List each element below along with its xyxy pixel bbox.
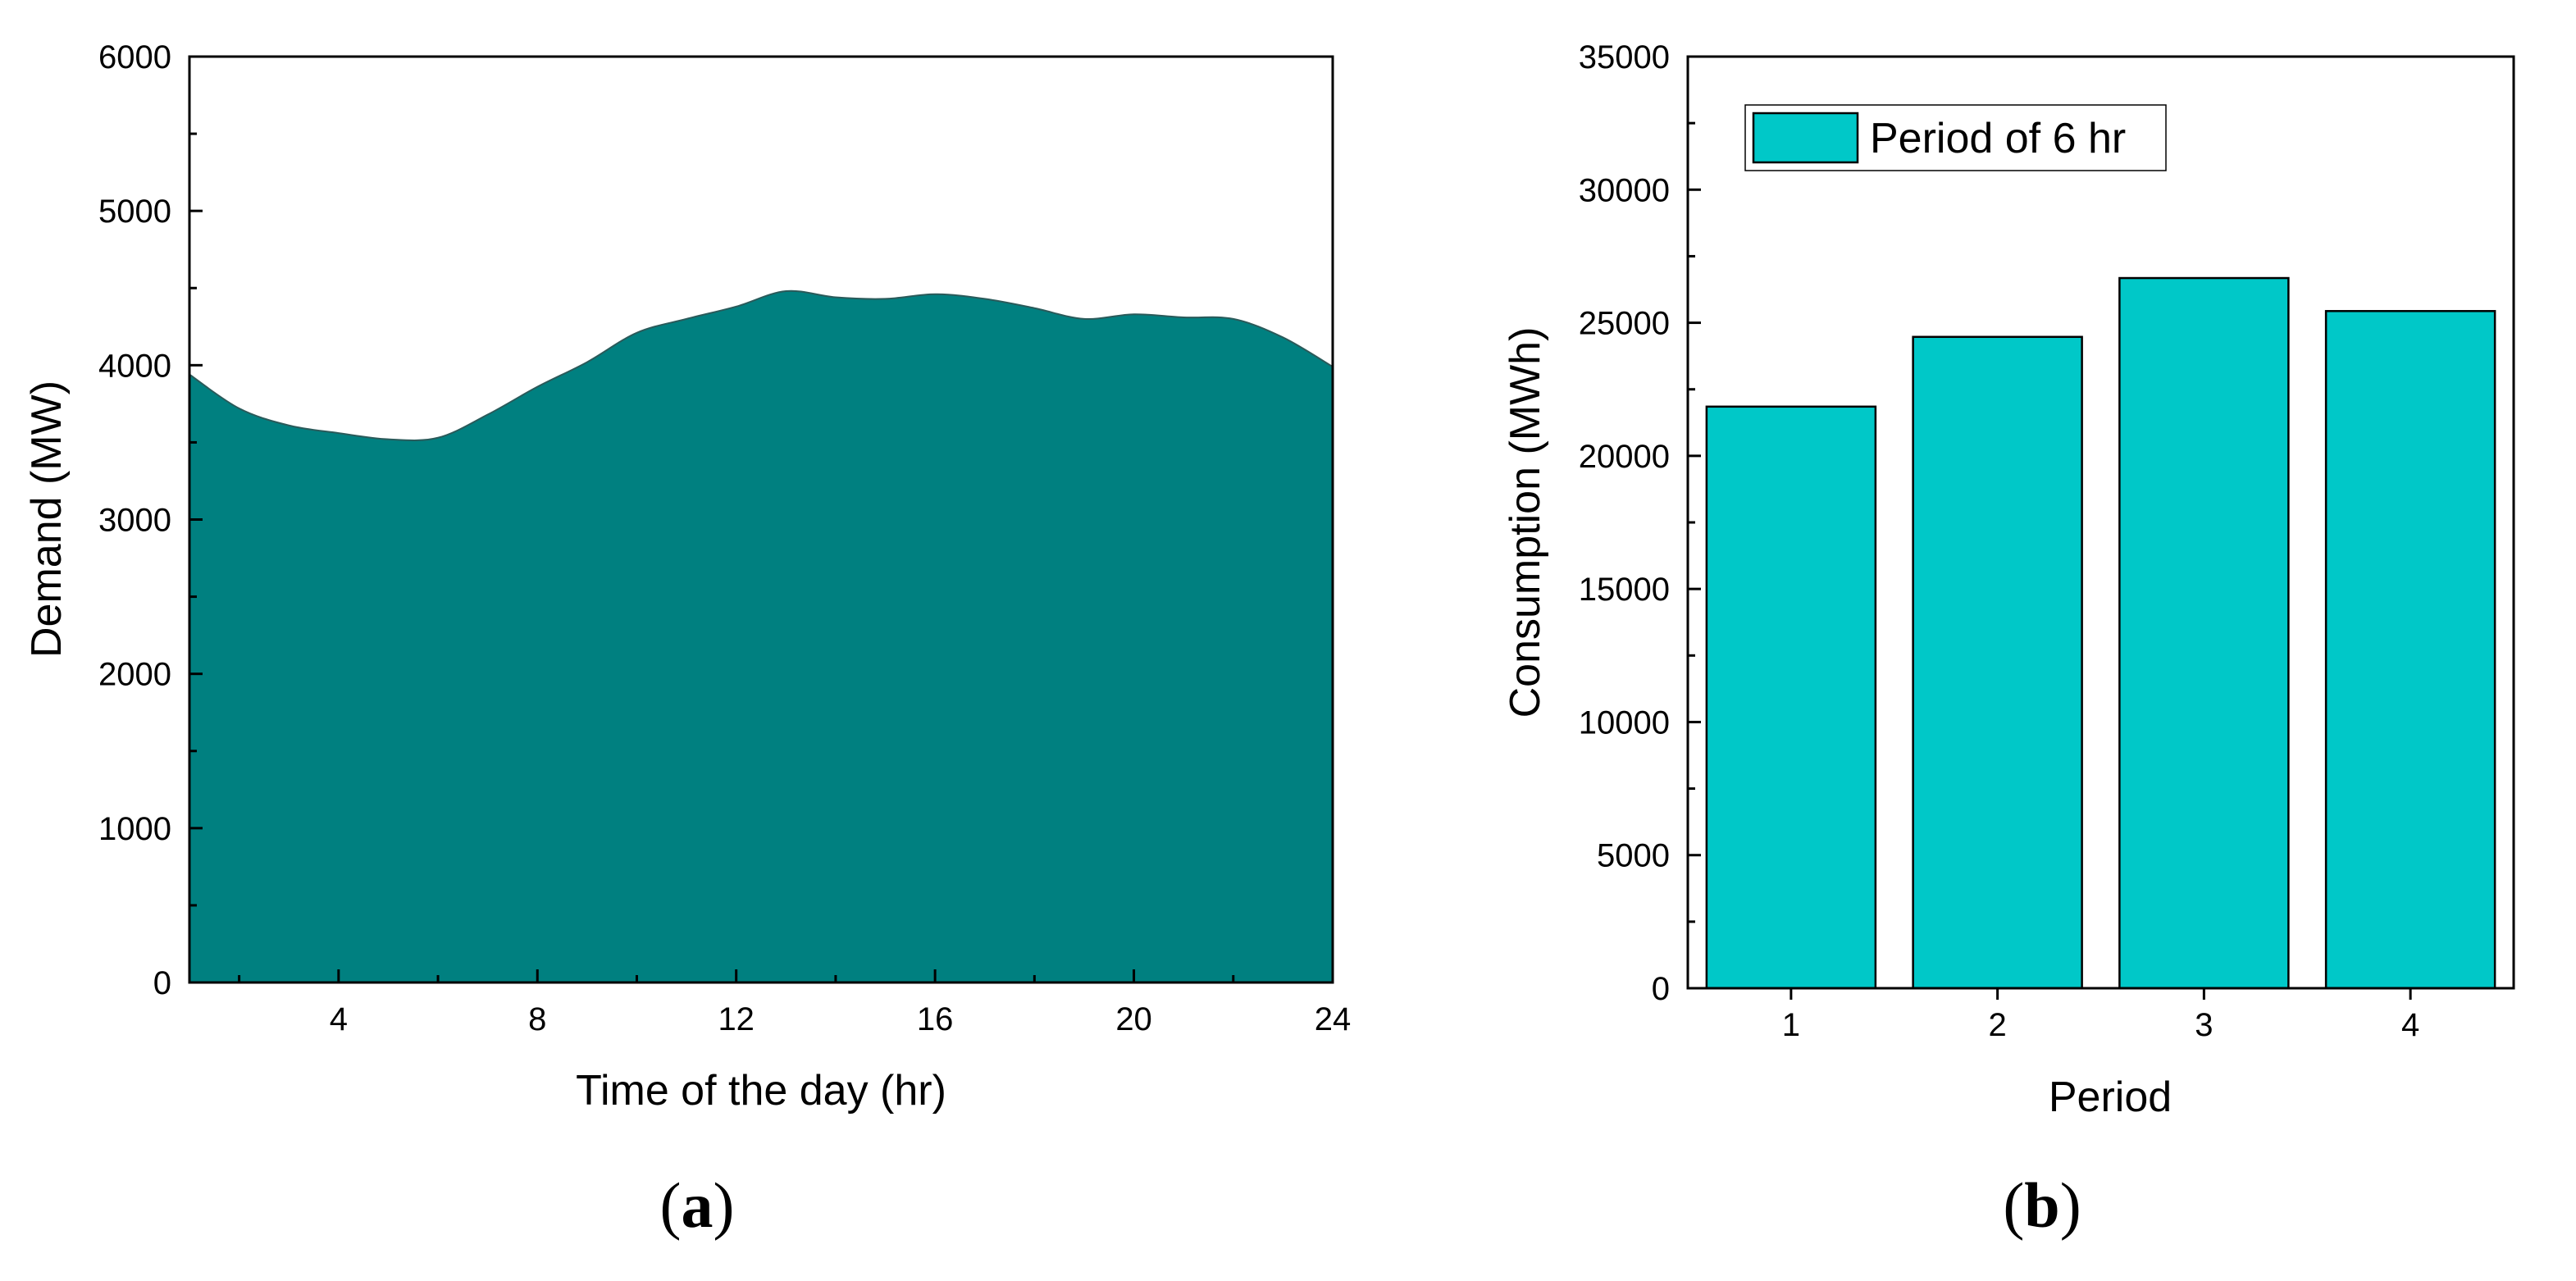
x-tick-label-b: 3 — [2195, 1007, 2213, 1043]
y-tick-label-b: 5000 — [1597, 838, 1670, 874]
y-tick-label-a: 0 — [153, 965, 171, 1001]
x-tick-label-b: 2 — [1989, 1007, 2007, 1043]
y-axis-title-a: Demand (MW) — [23, 381, 71, 658]
y-tick-label-b: 30000 — [1579, 172, 1670, 208]
bar-period-3 — [2118, 276, 2290, 990]
y-tick-label-b: 20000 — [1579, 439, 1670, 475]
y-tick-label-a: 2000 — [98, 657, 171, 693]
bar-period-2 — [1912, 335, 2083, 990]
y-tick-label-b: 10000 — [1579, 704, 1670, 741]
x-tick-label-b: 4 — [2401, 1007, 2419, 1043]
y-tick-label-b: 25000 — [1579, 306, 1670, 342]
y-axis-title-b: Consumption (MWh) — [1502, 327, 1549, 718]
legend: Period of 6 hr — [1744, 104, 2167, 171]
x-tick-label-a: 12 — [718, 1001, 755, 1037]
y-tick-label-a: 6000 — [98, 39, 171, 75]
bar-period-4 — [2324, 310, 2496, 990]
x-tick-label-b: 1 — [1782, 1007, 1800, 1043]
panel-label-a: (a) — [660, 1169, 735, 1241]
x-axis-title-b: Period — [2049, 1074, 2172, 1121]
demand-area — [189, 289, 1334, 983]
panel-label-b: (b) — [2003, 1169, 2081, 1241]
y-tick-label-b: 0 — [1652, 971, 1670, 1007]
y-tick-label-a: 5000 — [98, 194, 171, 230]
y-tick-label-a: 4000 — [98, 348, 171, 384]
x-tick-label-a: 16 — [917, 1001, 954, 1037]
y-tick-label-a: 3000 — [98, 503, 171, 539]
x-tick-label-a: 8 — [528, 1001, 546, 1037]
legend-swatch — [1752, 112, 1859, 164]
x-tick-label-a: 20 — [1115, 1001, 1152, 1037]
bar-period-1 — [1705, 405, 1877, 990]
y-tick-label-a: 1000 — [98, 811, 171, 847]
legend-entry: Period of 6 hr — [1870, 115, 2126, 162]
x-tick-label-a: 4 — [330, 1001, 348, 1037]
demand-area-chart: 0 1000 2000 3000 4000 5000 6000 4 8 12 16 20 24 Time… — [23, 39, 1351, 1241]
x-tick-label-a: 24 — [1315, 1001, 1352, 1037]
y-tick-label-b: 15000 — [1579, 572, 1670, 608]
y-tick-label-b: 35000 — [1579, 39, 1670, 75]
x-axis-title-a: Time of the day (hr) — [576, 1067, 946, 1115]
